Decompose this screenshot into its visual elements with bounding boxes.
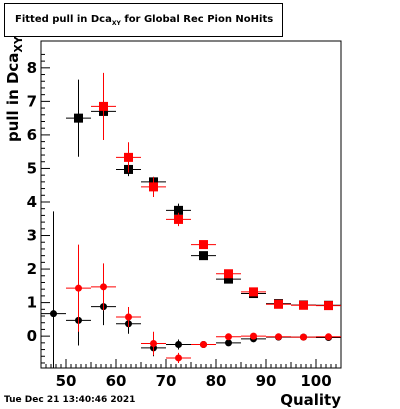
data-point [141, 331, 166, 356]
x-axis-title: Quality [280, 391, 341, 409]
plot-frame [40, 40, 342, 369]
square-marker [174, 205, 183, 215]
x-tick-label: 60 [106, 372, 127, 390]
data-point [216, 339, 241, 347]
data-point [241, 287, 266, 297]
square-marker [199, 240, 208, 250]
data-point [241, 332, 266, 340]
y-tick-label: 4 [27, 193, 37, 211]
x-tick-label: 90 [256, 372, 277, 390]
data-point [291, 333, 316, 341]
square-marker [99, 101, 108, 111]
data-point [166, 339, 191, 350]
y-tick-label: 6 [27, 126, 37, 144]
title-main: Fitted pull in Dca [15, 14, 112, 25]
title-subscript: XY [111, 20, 121, 27]
square-marker [274, 299, 283, 309]
square-marker [74, 113, 83, 123]
y-tick-label: 1 [27, 294, 37, 312]
title-suffix: for Global Rec Pion NoHits [120, 14, 274, 25]
y-tick-label: 5 [27, 159, 37, 177]
circle-marker [50, 310, 57, 318]
x-tick-label: 70 [156, 372, 177, 390]
circle-marker [125, 313, 132, 321]
timestamp: Tue Dec 21 13:40:46 2021 [4, 395, 136, 405]
square-marker [174, 214, 183, 224]
title-box: Fitted pull in DcaXY for Global Rec Pion… [4, 3, 283, 37]
data-point [116, 306, 141, 328]
axis-labels: 50 60 70 80 90 100 0 1 2 3 4 5 6 7 8 Quality pull in Dca… [4, 35, 341, 409]
square-marker [249, 287, 258, 297]
x-tick-label: 80 [206, 372, 227, 390]
data-point [216, 333, 241, 341]
axes [40, 40, 342, 369]
circle-marker [150, 340, 157, 348]
x-tick-label: 100 [300, 372, 331, 390]
data-point [91, 263, 116, 311]
circle-marker [300, 333, 307, 341]
circle-marker [200, 341, 207, 349]
square-marker [124, 152, 133, 162]
data-point [316, 333, 341, 341]
data-point [316, 301, 341, 311]
data-point [266, 333, 291, 341]
circle-marker [175, 354, 182, 362]
y-axis-title: pull in DcaXY [4, 35, 25, 142]
data-point [191, 240, 216, 250]
y-tick-label: 7 [27, 92, 37, 110]
data-point [191, 341, 216, 349]
y-tick-label: 2 [27, 260, 37, 278]
data-point [291, 300, 316, 310]
data-point [91, 72, 116, 140]
circle-marker [100, 283, 107, 291]
data-point [216, 269, 241, 279]
y-tick-label: 8 [27, 59, 37, 77]
square-marker [324, 301, 333, 311]
circle-marker [175, 341, 182, 349]
data-point [116, 142, 141, 173]
circle-marker [275, 333, 282, 341]
data-point [266, 299, 291, 309]
data-point [41, 211, 66, 368]
square-marker [199, 251, 208, 261]
circle-marker [250, 332, 257, 340]
data-point [141, 176, 166, 197]
data-point [191, 251, 216, 261]
y-tick-label: 3 [27, 227, 37, 245]
data-point [166, 212, 191, 227]
data-point [166, 352, 191, 363]
circle-marker [225, 333, 232, 341]
circle-marker [325, 333, 332, 341]
data-points [41, 72, 341, 368]
circle-marker [225, 339, 232, 347]
square-marker [299, 300, 308, 310]
square-marker [224, 269, 233, 279]
circle-marker [75, 284, 82, 292]
data-point [66, 244, 91, 332]
chart-title: Fitted pull in DcaXY for Global Rec Pion… [15, 14, 274, 27]
data-point [66, 79, 91, 157]
square-marker [149, 182, 158, 192]
square-marker [224, 274, 233, 284]
x-tick-label: 50 [56, 372, 77, 390]
y-tick-label: 0 [27, 327, 37, 345]
